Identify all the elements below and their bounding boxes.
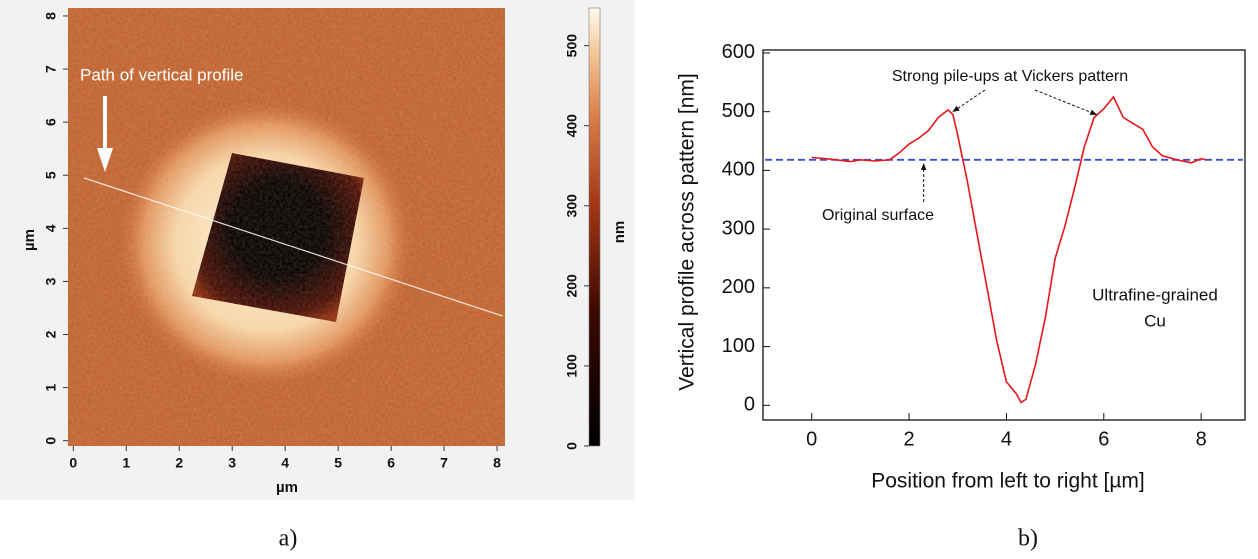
colorbar [589,8,600,446]
x-axis-label: µm [276,479,298,496]
y-tick-label: 100 [722,335,755,357]
caption: a) [279,526,298,552]
colorbar-tick-label: 200 [564,274,580,298]
x-tick-label: 0 [69,455,77,471]
y-tick-label: 500 [722,100,755,122]
y-tick-label: 300 [722,217,755,239]
x-tick-label: 6 [1098,428,1109,450]
figure: Path of vertical profile 0 1 2 3 4 5 6 7 8 0 1 2 3 4 5 6… [0,0,1258,554]
annotation: Original surface [822,207,934,224]
annotation: Ultrafine-grained [1092,285,1218,304]
colorbar-tick-label: 0 [564,442,580,450]
y-tick-label: 600 [722,41,755,63]
x-tick-label: 2 [175,455,183,471]
y-tick-label: 6 [43,118,59,126]
y-tick-label: 7 [43,65,59,73]
y-tick-label: 8 [43,12,59,20]
annotation: Cu [1144,311,1166,330]
caption: b) [1018,526,1038,552]
y-tick-label: 0 [744,394,755,416]
colorbar-label: nm [611,221,628,244]
x-tick-label: 0 [806,428,817,450]
x-tick-label: 5 [334,455,342,471]
x-tick-label: 2 [903,428,914,450]
y-axis-label: Vertical profile across pattern [nm] [676,73,699,390]
x-tick-label: 4 [281,455,289,471]
annotation: Strong pile-ups at Vickers pattern [892,68,1128,85]
y-tick-label: 2 [43,330,59,338]
x-tick-label: 4 [1001,428,1012,450]
x-tick-label: 3 [228,455,236,471]
x-axis-label: Position from left to right [µm] [871,470,1145,493]
x-tick-label: 8 [1196,428,1207,450]
y-tick-label: 400 [722,159,755,181]
y-axis-label: µm [21,229,38,251]
y-tick-label: 0 [43,437,59,445]
colorbar-tick-label: 100 [564,354,580,378]
colorbar-tick-label: 500 [564,34,580,58]
x-tick-label: 6 [387,455,395,471]
colorbar-tick-label: 300 [564,194,580,218]
y-tick-label: 5 [43,171,59,179]
y-tick-label: 200 [722,276,755,298]
y-tick-label: 1 [43,383,59,391]
y-tick-label: 4 [43,224,59,232]
x-tick-label: 7 [440,455,448,471]
y-tick-label: 3 [43,277,59,285]
x-tick-label: 1 [122,455,130,471]
colorbar-tick-label: 400 [564,114,580,138]
path-annotation: Path of vertical profile [80,65,243,84]
x-tick-label: 8 [493,455,501,471]
